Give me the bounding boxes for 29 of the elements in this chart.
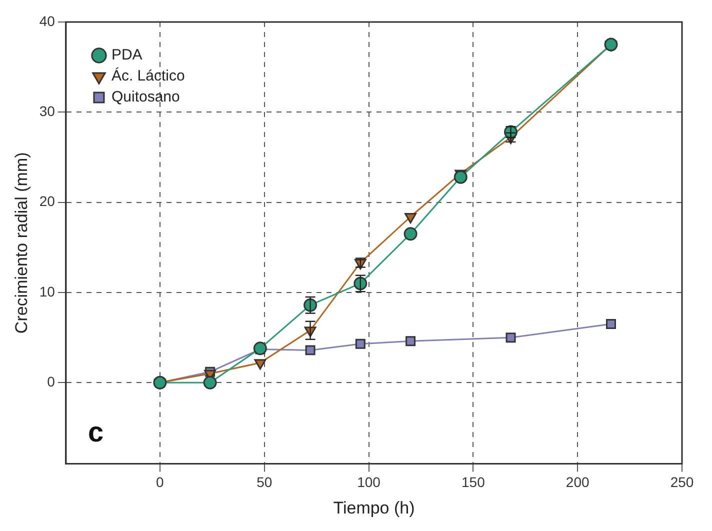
- point: [254, 359, 266, 370]
- y-tick-label: 20: [39, 193, 56, 210]
- annotation: c: [88, 416, 104, 448]
- y-tick-label: 0: [47, 374, 56, 390]
- x-tick-label: 200: [566, 474, 590, 490]
- point: [404, 213, 416, 224]
- x-tick-label: 50: [256, 474, 272, 490]
- y-tick-label: 30: [39, 103, 56, 120]
- legend-label: Ác. Láctico: [111, 66, 185, 85]
- point: [604, 38, 618, 52]
- point: [606, 319, 616, 330]
- point: [506, 332, 516, 343]
- point: [355, 338, 366, 349]
- x-tick-label: 100: [357, 474, 381, 490]
- point: [203, 376, 217, 390]
- x-tick-label: 0: [156, 474, 164, 490]
- y-axis-title: Crecimiento radial (mm): [12, 152, 31, 334]
- point: [253, 342, 267, 356]
- point: [406, 336, 416, 346]
- y-tick-label: 10: [39, 283, 56, 300]
- point: [305, 345, 316, 356]
- point: [404, 227, 418, 241]
- x-axis-title: Tiempo (h): [333, 498, 415, 518]
- legend-label: Quitosano: [111, 88, 180, 106]
- x-tick-label: 150: [461, 474, 486, 490]
- x-tick-label: 250: [670, 474, 694, 490]
- point: [454, 170, 468, 184]
- legend-label: PDA: [111, 46, 142, 64]
- y-tick-label: 40: [39, 12, 56, 29]
